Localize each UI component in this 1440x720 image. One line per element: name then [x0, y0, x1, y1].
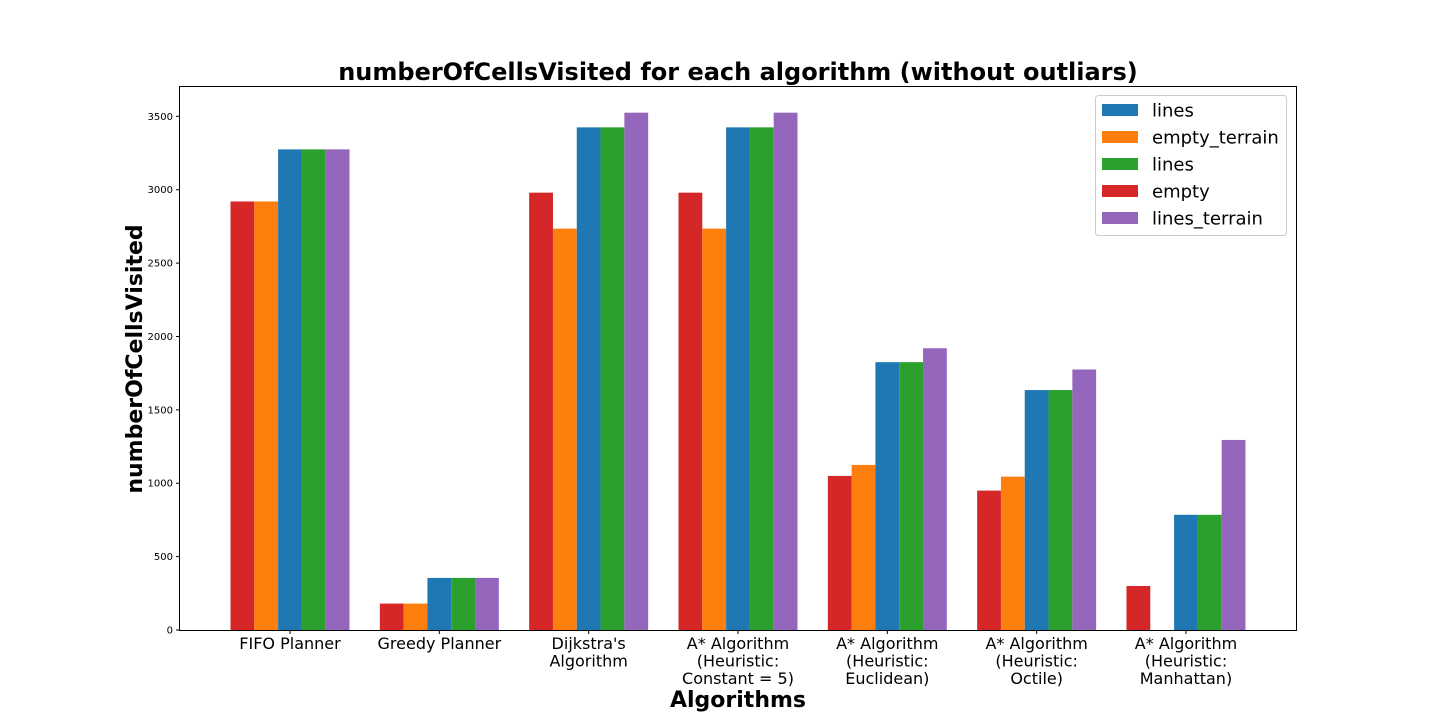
y-axis-label: numberOfCellsVisited — [123, 224, 148, 493]
x-tick-label: A* Algorithm — [836, 634, 938, 653]
bar-lines-0 — [301, 149, 326, 630]
bar-empty-6 — [1126, 585, 1151, 630]
y-tick-label: 500 — [154, 552, 173, 563]
x-tick-label: (Heuristic: — [1145, 652, 1228, 671]
bar-lines-4 — [899, 362, 924, 630]
x-tick-label: FIFO Planner — [239, 634, 341, 653]
bar-lines_terrain-2 — [624, 112, 649, 631]
bar-empty-4 — [827, 475, 852, 630]
bar-lines-2 — [576, 127, 601, 631]
x-tick-label: A* Algorithm — [985, 634, 1087, 653]
bar-empty_terrain-1 — [403, 603, 428, 630]
y-tick-label: 1000 — [148, 479, 173, 490]
bar-lines_terrain-3 — [773, 112, 798, 631]
bar-empty-3 — [678, 192, 703, 630]
y-axis: 0 500 1000 1500 2000 2500 3000 3500 — [148, 112, 180, 637]
x-tick-label: Octile) — [1010, 669, 1063, 688]
x-tick-label: A* Algorithm — [1135, 634, 1237, 653]
legend-box — [1095, 95, 1287, 236]
bar-lines-1 — [427, 577, 452, 630]
legend-label: lines — [1152, 101, 1194, 122]
x-tick-label: Constant = 5) — [682, 669, 794, 688]
y-tick-label: 3500 — [148, 112, 173, 123]
bar-empty_terrain-0 — [254, 201, 279, 630]
bar-empty-5 — [977, 490, 1001, 630]
bar-lines_terrain-4 — [923, 348, 947, 630]
bars-group — [230, 112, 1246, 631]
bar-empty_terrain-3 — [702, 228, 727, 630]
bar-empty_terrain-2 — [552, 228, 577, 630]
legend-swatch-lines_terrain — [1102, 212, 1138, 224]
x-tick-label: (Heuristic: — [697, 652, 780, 671]
bar-lines-3 — [726, 127, 750, 631]
legend-swatch-empty — [1102, 185, 1138, 197]
bar-empty-0 — [230, 201, 255, 630]
y-tick-label: 2500 — [148, 259, 173, 270]
y-tick-label: 1500 — [148, 405, 173, 416]
bar-lines-5 — [1024, 390, 1049, 630]
bar-lines_terrain-1 — [475, 577, 499, 630]
x-tick-label: Algorithm — [549, 652, 627, 671]
x-tick-label: Greedy Planner — [378, 634, 502, 653]
bar-empty-1 — [379, 603, 404, 630]
bar-lines-2 — [600, 127, 625, 631]
x-axis: FIFO Planner Greedy Planner Dijkstra'sAlgo… — [239, 630, 1237, 688]
bar-lines-0 — [278, 149, 302, 630]
x-axis-label: Algorithms — [670, 688, 806, 713]
chart-title: numberOfCellsVisited for each algorithm … — [338, 58, 1138, 86]
x-tick-label: Manhattan) — [1140, 669, 1232, 688]
bar-lines_terrain-0 — [325, 149, 350, 630]
x-tick-label: (Heuristic: — [995, 652, 1078, 671]
legend: linesempty_terrainlinesemptylines_terrai… — [1095, 95, 1287, 236]
legend-swatch-empty_terrain — [1102, 131, 1138, 143]
bar-lines-6 — [1197, 514, 1222, 630]
legend-label: empty_terrain — [1152, 128, 1279, 149]
legend-label: lines — [1152, 155, 1194, 176]
bar-lines_terrain-6 — [1221, 439, 1246, 630]
x-tick-label: Euclidean) — [845, 669, 929, 688]
y-tick-label: 2000 — [148, 332, 173, 343]
bar-empty_terrain-4 — [851, 464, 876, 630]
legend-label: lines_terrain — [1152, 209, 1263, 230]
x-tick-label: Dijkstra's — [552, 634, 626, 653]
x-tick-label: A* Algorithm — [687, 634, 789, 653]
bar-lines-6 — [1174, 514, 1198, 630]
bar-empty_terrain-5 — [1000, 476, 1025, 630]
bar-lines-5 — [1048, 390, 1073, 630]
y-tick-label: 3000 — [148, 185, 173, 196]
legend-swatch-lines — [1102, 104, 1138, 116]
y-tick-label: 0 — [167, 626, 173, 637]
bar-lines-1 — [451, 577, 476, 630]
bar-lines_terrain-5 — [1072, 369, 1097, 630]
bar-lines-3 — [749, 127, 774, 631]
bar-empty-2 — [529, 192, 553, 630]
legend-swatch-lines — [1102, 158, 1138, 170]
bar-lines-4 — [875, 362, 900, 630]
legend-label: empty — [1152, 182, 1210, 203]
x-tick-label: (Heuristic: — [846, 652, 929, 671]
